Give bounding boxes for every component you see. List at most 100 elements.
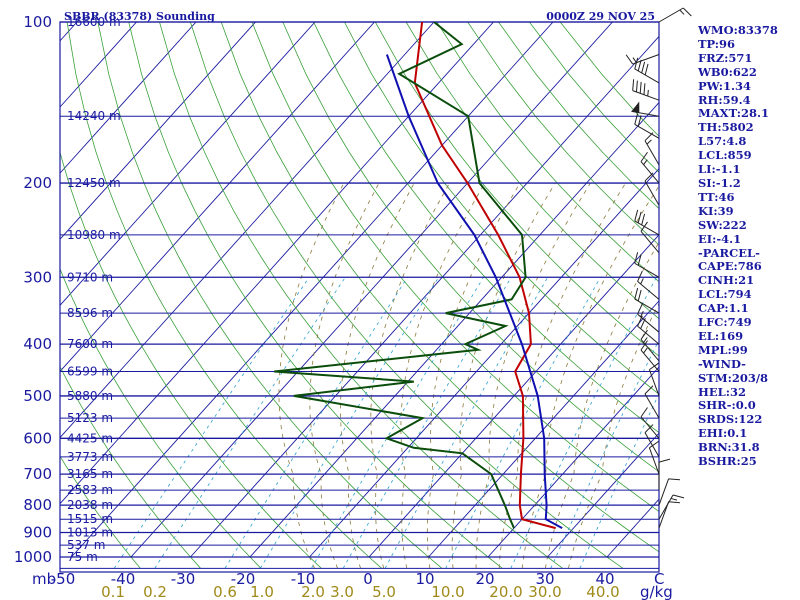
wind-barb-staff <box>658 7 684 23</box>
sounding-index-item: MAXT:28.1 <box>698 106 769 121</box>
sounding-indices-panel: WMO:83378 TP:96 FRZ:571 WB0:622 PW:1.34 RH:59… <box>698 23 798 469</box>
moist-adiabat <box>521 185 659 569</box>
moist-adiabat <box>400 182 486 569</box>
wind-barb-flag <box>640 318 646 329</box>
isotherm-line <box>60 22 316 307</box>
sounding-index-item: SRDS:122 <box>698 412 763 427</box>
pressure-tick-label: 800 <box>23 496 52 514</box>
moist-adiabat <box>451 182 556 569</box>
corner-unit-label: C <box>654 570 664 588</box>
wind-barb-half-flag <box>632 57 637 63</box>
sounding-index-item: CAP:1.1 <box>698 301 749 316</box>
sounding-index-item: WB0:622 <box>698 64 757 79</box>
isotherm-line <box>71 22 554 558</box>
wind-barb <box>634 252 660 278</box>
mixing-ratio-line <box>224 277 408 569</box>
height-label: 14240 m <box>67 109 121 123</box>
wind-barb-flag <box>637 211 642 224</box>
sounding-index-item: EL:169 <box>698 328 744 343</box>
wind-barb-flag <box>672 494 685 499</box>
height-label: 7600 m <box>67 337 113 351</box>
wind-barb-flag <box>637 289 642 302</box>
mixing-ratio-tick-label: 2.0 <box>301 583 325 600</box>
wind-barb-staff <box>644 432 660 458</box>
wind-barb-half-flag <box>643 337 648 343</box>
wind-barb <box>631 101 660 117</box>
sounding-index-item: SW:222 <box>698 217 747 232</box>
isotherm-line <box>130 22 613 558</box>
wind-barb-staff <box>631 110 660 117</box>
wind-barb-flag <box>649 440 660 449</box>
sounding-index-item: STM:203/8 <box>698 370 769 385</box>
sounding-index-item: PW:1.34 <box>698 78 752 93</box>
wind-barb-flag <box>644 172 654 182</box>
sounding-index-item: HEL:32 <box>698 384 746 399</box>
height-label: 8596 m <box>67 306 113 320</box>
pressure-tick-label: 900 <box>23 524 52 542</box>
wind-barb-flag <box>644 424 654 434</box>
wind-barb-staff <box>634 220 660 236</box>
wind-barb-pennant <box>631 101 640 113</box>
sounding-time: 0000Z 29 NOV 25 <box>546 10 655 23</box>
wind-barb-staff <box>634 68 660 84</box>
wind-barb-flag <box>640 151 648 162</box>
wind-barb-flag <box>644 132 654 142</box>
mixing-ratio-line <box>550 339 659 569</box>
height-label: 1013 m <box>67 526 113 540</box>
wind-barb-half-flag <box>679 9 685 15</box>
mixing-ratio-tick-label: 20.0 <box>489 583 522 600</box>
sounding-index-item: LCL:794 <box>698 287 752 302</box>
moist-adiabat <box>544 241 659 569</box>
height-label: 16600 m <box>67 15 121 29</box>
dry-adiabat <box>344 22 659 395</box>
mixing-ratio-tick-label: 5.0 <box>372 583 396 600</box>
profile-lines <box>274 22 563 530</box>
wind-barb-flag <box>637 59 642 72</box>
pressure-tick-label: 300 <box>23 268 52 286</box>
wind-barb-flag <box>640 407 648 418</box>
wind-barb <box>648 362 660 397</box>
isotherm-line <box>368 234 659 558</box>
dry-adiabat <box>251 22 659 512</box>
wind-barb <box>637 270 660 300</box>
moist-adiabat <box>568 302 659 569</box>
temperature-tick-label: 10 <box>415 570 434 588</box>
dry-adiabat <box>128 22 503 569</box>
wind-barb-staff <box>637 281 660 300</box>
dry-adiabat <box>220 22 659 553</box>
wind-barb-staff <box>644 180 660 206</box>
wind-barb-flag <box>649 362 660 371</box>
wind-barb-flag <box>637 315 643 327</box>
wind-barbs <box>625 7 692 529</box>
wind-barb-flag <box>625 54 634 65</box>
dry-adiabat <box>436 22 659 283</box>
sounding-index-item: WMO:83378 <box>698 23 778 37</box>
isotherm-line <box>249 101 659 558</box>
dry-adiabat <box>282 22 659 473</box>
sounding-index-item: EHI:0.1 <box>698 426 748 441</box>
dry-adiabat <box>60 267 262 569</box>
isotherm-line <box>0 22 18 557</box>
wind-barb <box>658 7 692 23</box>
height-label: 4425 m <box>67 431 113 445</box>
sounding-index-item: LI:-1.1 <box>698 162 741 177</box>
sounding-index-item: LCL:859 <box>698 148 752 163</box>
wind-barb <box>632 79 660 101</box>
temperature-tick-label: -50 <box>51 570 76 588</box>
height-label: 10980 m <box>67 228 121 242</box>
dry-adiabat <box>405 22 659 320</box>
sounding-index-item: CINH:21 <box>698 273 755 288</box>
wind-barb-flag <box>640 329 648 340</box>
wind-barb-staff <box>658 478 670 506</box>
wind-barb-half-flag <box>670 497 678 501</box>
wind-barb-staff <box>640 349 660 372</box>
temperature-tick-label: -30 <box>171 570 196 588</box>
isotherm-line <box>487 366 659 558</box>
wind-barb-staff <box>658 494 674 520</box>
wind-barb-flag <box>641 213 646 226</box>
isobar-lines <box>59 21 660 573</box>
pressure-tick-label: 100 <box>23 13 52 31</box>
height-label: 5123 m <box>67 411 113 425</box>
moist-adiabat <box>278 182 345 569</box>
